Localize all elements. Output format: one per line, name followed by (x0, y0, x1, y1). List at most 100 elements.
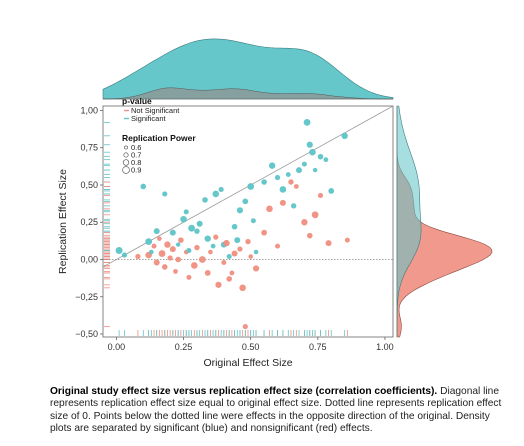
figure-caption: Original study effect size versus replic… (50, 386, 510, 436)
legend-power-label: 0.8 (131, 158, 141, 167)
point-not-significant (204, 270, 211, 276)
plot-frame (102, 105, 394, 338)
point-significant (279, 186, 287, 193)
caption-body: Diagonal line represents replication eff… (50, 386, 502, 435)
x-axis-label: Original Effect Size (203, 357, 292, 369)
right-density-plot (396, 105, 493, 338)
x-tick-label: 0.00 (108, 342, 126, 352)
point-not-significant (229, 270, 235, 276)
right-density-significant (396, 105, 422, 337)
point-not-significant (261, 229, 268, 236)
point-not-significant (175, 256, 181, 263)
top-density-not-significant (102, 87, 393, 100)
point-significant (210, 243, 216, 249)
point-significant (175, 242, 181, 247)
x-tick-label: 1.00 (376, 342, 394, 352)
point-significant (180, 215, 187, 223)
point-not-significant (226, 276, 233, 282)
point-significant (236, 207, 244, 214)
point-significant (317, 153, 324, 160)
point-not-significant (178, 237, 184, 243)
point-not-significant (344, 237, 350, 243)
point-not-significant (208, 249, 213, 255)
point-not-significant (157, 236, 162, 241)
point-significant (306, 141, 313, 148)
point-not-significant (266, 205, 273, 213)
point-significant (153, 228, 160, 235)
y-tick-label: 1,00 (80, 105, 98, 115)
point-not-significant (279, 199, 286, 206)
point-significant (183, 209, 189, 215)
legend-pvalue-label: Not Significant (131, 106, 180, 115)
point-not-significant (223, 239, 230, 247)
point-significant (285, 172, 291, 177)
point-significant (196, 220, 203, 227)
x-axis-ticks: 0.00 0.25 0.50 0.75 1.00 (108, 337, 394, 352)
y-tick-label: 0,25 (80, 217, 98, 227)
point-not-significant (301, 219, 308, 226)
point-not-significant (158, 250, 166, 257)
top-density-plot (102, 38, 394, 100)
y-tick-label: −0,50 (75, 329, 98, 339)
y-tick-label: 0,75 (80, 143, 98, 153)
y-tick-label: 0,50 (80, 180, 98, 190)
point-significant (312, 167, 318, 173)
point-significant (145, 238, 153, 246)
scatter-points (115, 118, 350, 330)
point-significant (242, 198, 249, 205)
point-significant (290, 203, 297, 209)
point-significant (188, 224, 196, 232)
point-not-significant (325, 240, 332, 247)
legend-power-swatch (124, 145, 128, 150)
point-not-significant (311, 211, 319, 219)
point-not-significant (173, 269, 178, 274)
point-not-significant (306, 232, 313, 239)
point-not-significant (198, 256, 206, 263)
legend-pvalue-title: p-value (122, 96, 152, 106)
point-significant (253, 249, 259, 255)
point-not-significant (153, 259, 160, 266)
point-significant (301, 161, 307, 167)
point-not-significant (245, 238, 251, 245)
point-not-significant (252, 265, 260, 272)
point-significant (274, 174, 281, 181)
point-significant (341, 132, 348, 140)
point-not-significant (194, 244, 200, 251)
point-not-significant (151, 243, 157, 249)
point-significant (204, 235, 211, 242)
point-not-significant (293, 184, 299, 189)
point-significant (247, 183, 255, 190)
legend-power-swatch (122, 159, 130, 166)
point-significant (212, 190, 220, 198)
legend-pvalue-label: Significant (131, 114, 167, 123)
point-significant (162, 191, 168, 197)
y-tick-label: 0,00 (80, 255, 98, 265)
y-rug-marks (104, 121, 110, 327)
point-not-significant (317, 192, 324, 199)
x-tick-label: 0.50 (242, 342, 260, 352)
point-not-significant (213, 234, 219, 240)
point-significant (323, 157, 329, 163)
point-not-significant (242, 323, 248, 330)
point-significant (268, 162, 276, 169)
legend-power-items: 0.60.70.80.9 (122, 143, 141, 175)
y-axis-ticks: 1,00 0,75 0,50 0,25 0,00 −0,25 −0,50 (75, 105, 103, 339)
legend-power-label: 0.6 (131, 143, 141, 152)
point-not-significant (288, 179, 294, 185)
legend-power-swatch (123, 152, 129, 158)
y-axis-label: Replication Effect Size (57, 169, 69, 274)
point-not-significant (221, 259, 227, 265)
point-significant (169, 229, 176, 236)
point-not-significant (186, 274, 192, 280)
point-significant (140, 183, 147, 190)
y-tick-label: −0,25 (75, 292, 98, 302)
legend-power-title: Replication Power (122, 133, 196, 143)
point-significant (194, 228, 200, 234)
caption-title: Original study effect size versus replic… (50, 386, 438, 397)
point-significant (218, 186, 224, 193)
point-significant (202, 197, 208, 203)
point-not-significant (169, 246, 176, 253)
x-tick-label: 0.25 (175, 342, 193, 352)
